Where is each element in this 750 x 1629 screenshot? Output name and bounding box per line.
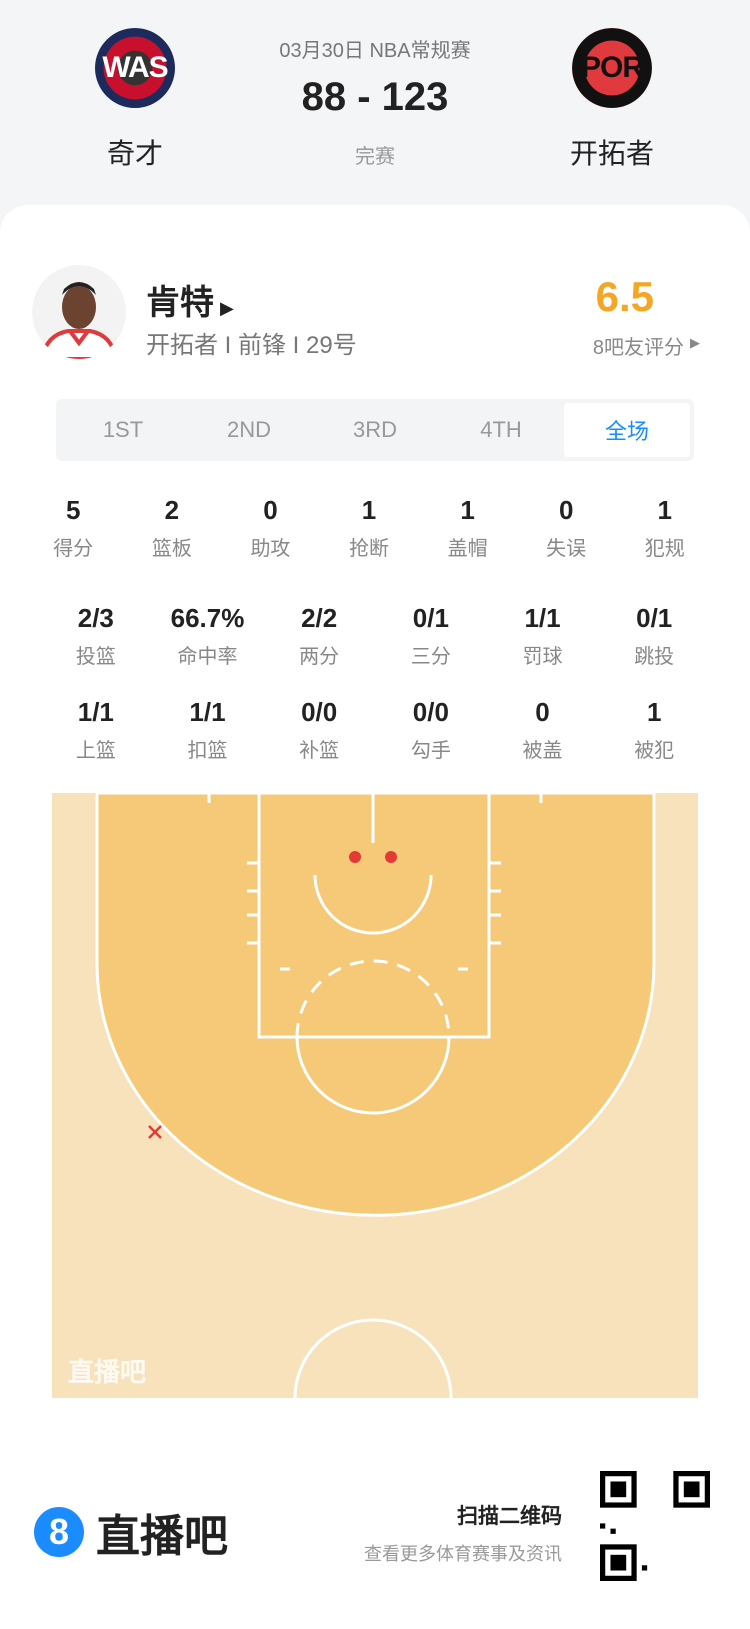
- stat-label: 补篮: [299, 740, 340, 762]
- tab-3rd[interactable]: 3RD: [352, 417, 397, 442]
- stat-item: 5 得分: [24, 495, 123, 561]
- stat-item: 66.7% 命中率: [152, 603, 264, 669]
- stat-item: 0 被盖: [487, 697, 599, 763]
- stat-item: 2/2 两分: [263, 603, 375, 669]
- stats-row: 1/1 上篮 1/1 扣篮 0/0 补篮 0/0 勾手 0 被盖 1 被犯: [40, 697, 710, 763]
- match-status: 完赛: [355, 146, 395, 168]
- team-logo: POR: [572, 28, 652, 108]
- away-team[interactable]: POR 开拓者: [552, 28, 672, 172]
- scan-prompt: 扫描二维码 查看更多体育赛事及资讯: [364, 1500, 562, 1566]
- stat-value: 2/3: [77, 603, 114, 633]
- player-name[interactable]: 肯特 ▶: [146, 275, 234, 324]
- stat-value: 1: [361, 495, 377, 525]
- watermark: 直播吧: [68, 1357, 146, 1387]
- stat-label: 得分: [53, 538, 94, 560]
- stat-value: 0/1: [636, 603, 673, 633]
- logo-8-icon: 8: [34, 1507, 84, 1557]
- caret-right-icon: ▶: [220, 298, 234, 318]
- stat-label: 失误: [546, 538, 587, 560]
- brand-logo: 8 直播吧: [34, 1500, 228, 1564]
- match-date: 03月30日 NBA常规赛: [279, 40, 471, 62]
- team-name: 开拓者: [569, 138, 654, 169]
- stat-label: 抢断: [349, 538, 390, 560]
- stat-label: 三分: [410, 646, 451, 668]
- player-name-text: 肯特: [146, 284, 214, 322]
- stat-item: 1 犯规: [615, 495, 714, 561]
- stat-value: 0/1: [412, 603, 449, 633]
- rating-label: 8吧友评分: [592, 337, 684, 359]
- stat-value: 2/2: [301, 603, 338, 633]
- stat-label: 两分: [299, 646, 340, 668]
- stat-value: 1/1: [77, 697, 114, 727]
- stat-item: 0/0 勾手: [375, 697, 487, 763]
- stats-row: 5 得分 2 篮板 0 助攻 1 抢断 1 盖帽 0 失误 1 犯规: [24, 495, 714, 561]
- stat-value: 1: [657, 495, 672, 525]
- stat-item: 1/1 上篮: [40, 697, 152, 763]
- stat-label: 投篮: [75, 646, 116, 668]
- stat-item: 0/1 跳投: [598, 603, 710, 669]
- stat-item: 0/0 补篮: [263, 697, 375, 763]
- stat-label: 篮板: [151, 538, 192, 560]
- tab-2nd[interactable]: 2ND: [226, 417, 271, 442]
- match-header: WAS 奇才 03月30日 NBA常规赛 88 - 123 完赛 POR 开拓者: [0, 0, 750, 210]
- stat-label: 助攻: [250, 538, 291, 560]
- stat-value: 1/1: [189, 697, 226, 727]
- stat-value: 0: [535, 697, 550, 727]
- brand-name: 直播吧: [96, 1512, 228, 1561]
- caret-right-icon: ▶: [690, 335, 700, 350]
- stat-value: 0: [558, 495, 574, 525]
- player-info: 开拓者 I 前锋 I 29号: [146, 332, 357, 359]
- stat-item: 1 被犯: [598, 697, 710, 763]
- stat-label: 被盖: [522, 740, 563, 762]
- avatar[interactable]: [32, 265, 126, 359]
- stat-value: 0/0: [301, 697, 338, 727]
- stat-label: 跳投: [634, 646, 675, 668]
- shot-made: [349, 851, 361, 863]
- stat-label: 上篮: [75, 740, 116, 762]
- tab-full-game[interactable]: 全场: [564, 403, 690, 457]
- shot-made: [385, 851, 397, 863]
- stat-item: 1 盖帽: [418, 495, 517, 561]
- scan-title: 扫描二维码: [457, 1505, 562, 1528]
- tab-1st[interactable]: 1ST: [102, 417, 144, 442]
- qr-code-icon: [600, 1471, 710, 1581]
- stat-value: 1: [460, 495, 475, 525]
- player-rating: 6.5: [595, 273, 654, 320]
- stat-value: 1: [646, 697, 662, 727]
- stat-value: 0/0: [412, 697, 449, 727]
- stat-value: 2: [164, 495, 180, 525]
- stat-label: 罚球: [522, 646, 563, 668]
- scan-subtitle: 查看更多体育赛事及资讯: [364, 1544, 562, 1564]
- home-team[interactable]: WAS 奇才: [75, 28, 195, 172]
- stats-row: 2/3 投篮 66.7% 命中率 2/2 两分 0/1 三分 1/1 罚球 0/1 跳投: [40, 603, 710, 669]
- stat-label: 勾手: [410, 740, 451, 762]
- rating-link[interactable]: 8吧友评分 ▶: [592, 331, 700, 360]
- stat-item: 2 篮板: [123, 495, 222, 561]
- team-name: 奇才: [106, 138, 163, 169]
- stat-label: 扣篮: [187, 740, 228, 762]
- stat-item: 1 抢断: [320, 495, 419, 561]
- player-card: 肯特 ▶ 开拓者 I 前锋 I 29号 6.5 8吧友评分 ▶ 1ST 2ND 3R…: [0, 205, 750, 1629]
- stat-item: 0 失误: [517, 495, 616, 561]
- stat-label: 被犯: [634, 740, 675, 762]
- stat-item: 2/3 投篮: [40, 603, 152, 669]
- stat-value: 66.7%: [170, 603, 245, 633]
- stat-value: 5: [66, 495, 81, 525]
- match-score: 88 - 123: [301, 75, 449, 119]
- shot-missed: [148, 1125, 162, 1139]
- stat-label: 命中率: [177, 646, 238, 668]
- team-logo: WAS: [95, 28, 175, 108]
- stat-label: 盖帽: [447, 538, 488, 560]
- stat-label: 犯规: [644, 538, 685, 560]
- stat-value: 1/1: [524, 603, 561, 633]
- tab-4th[interactable]: 4TH: [480, 417, 522, 442]
- stat-item: 1/1 罚球: [487, 603, 599, 669]
- period-tabs: 1ST 2ND 3RD 4TH 全场: [56, 399, 694, 461]
- shot-chart: 直播吧: [52, 793, 698, 1398]
- stat-value: 0: [263, 495, 278, 525]
- stat-item: 0/1 三分: [375, 603, 487, 669]
- stat-item: 0 助攻: [221, 495, 320, 561]
- stat-item: 1/1 扣篮: [152, 697, 264, 763]
